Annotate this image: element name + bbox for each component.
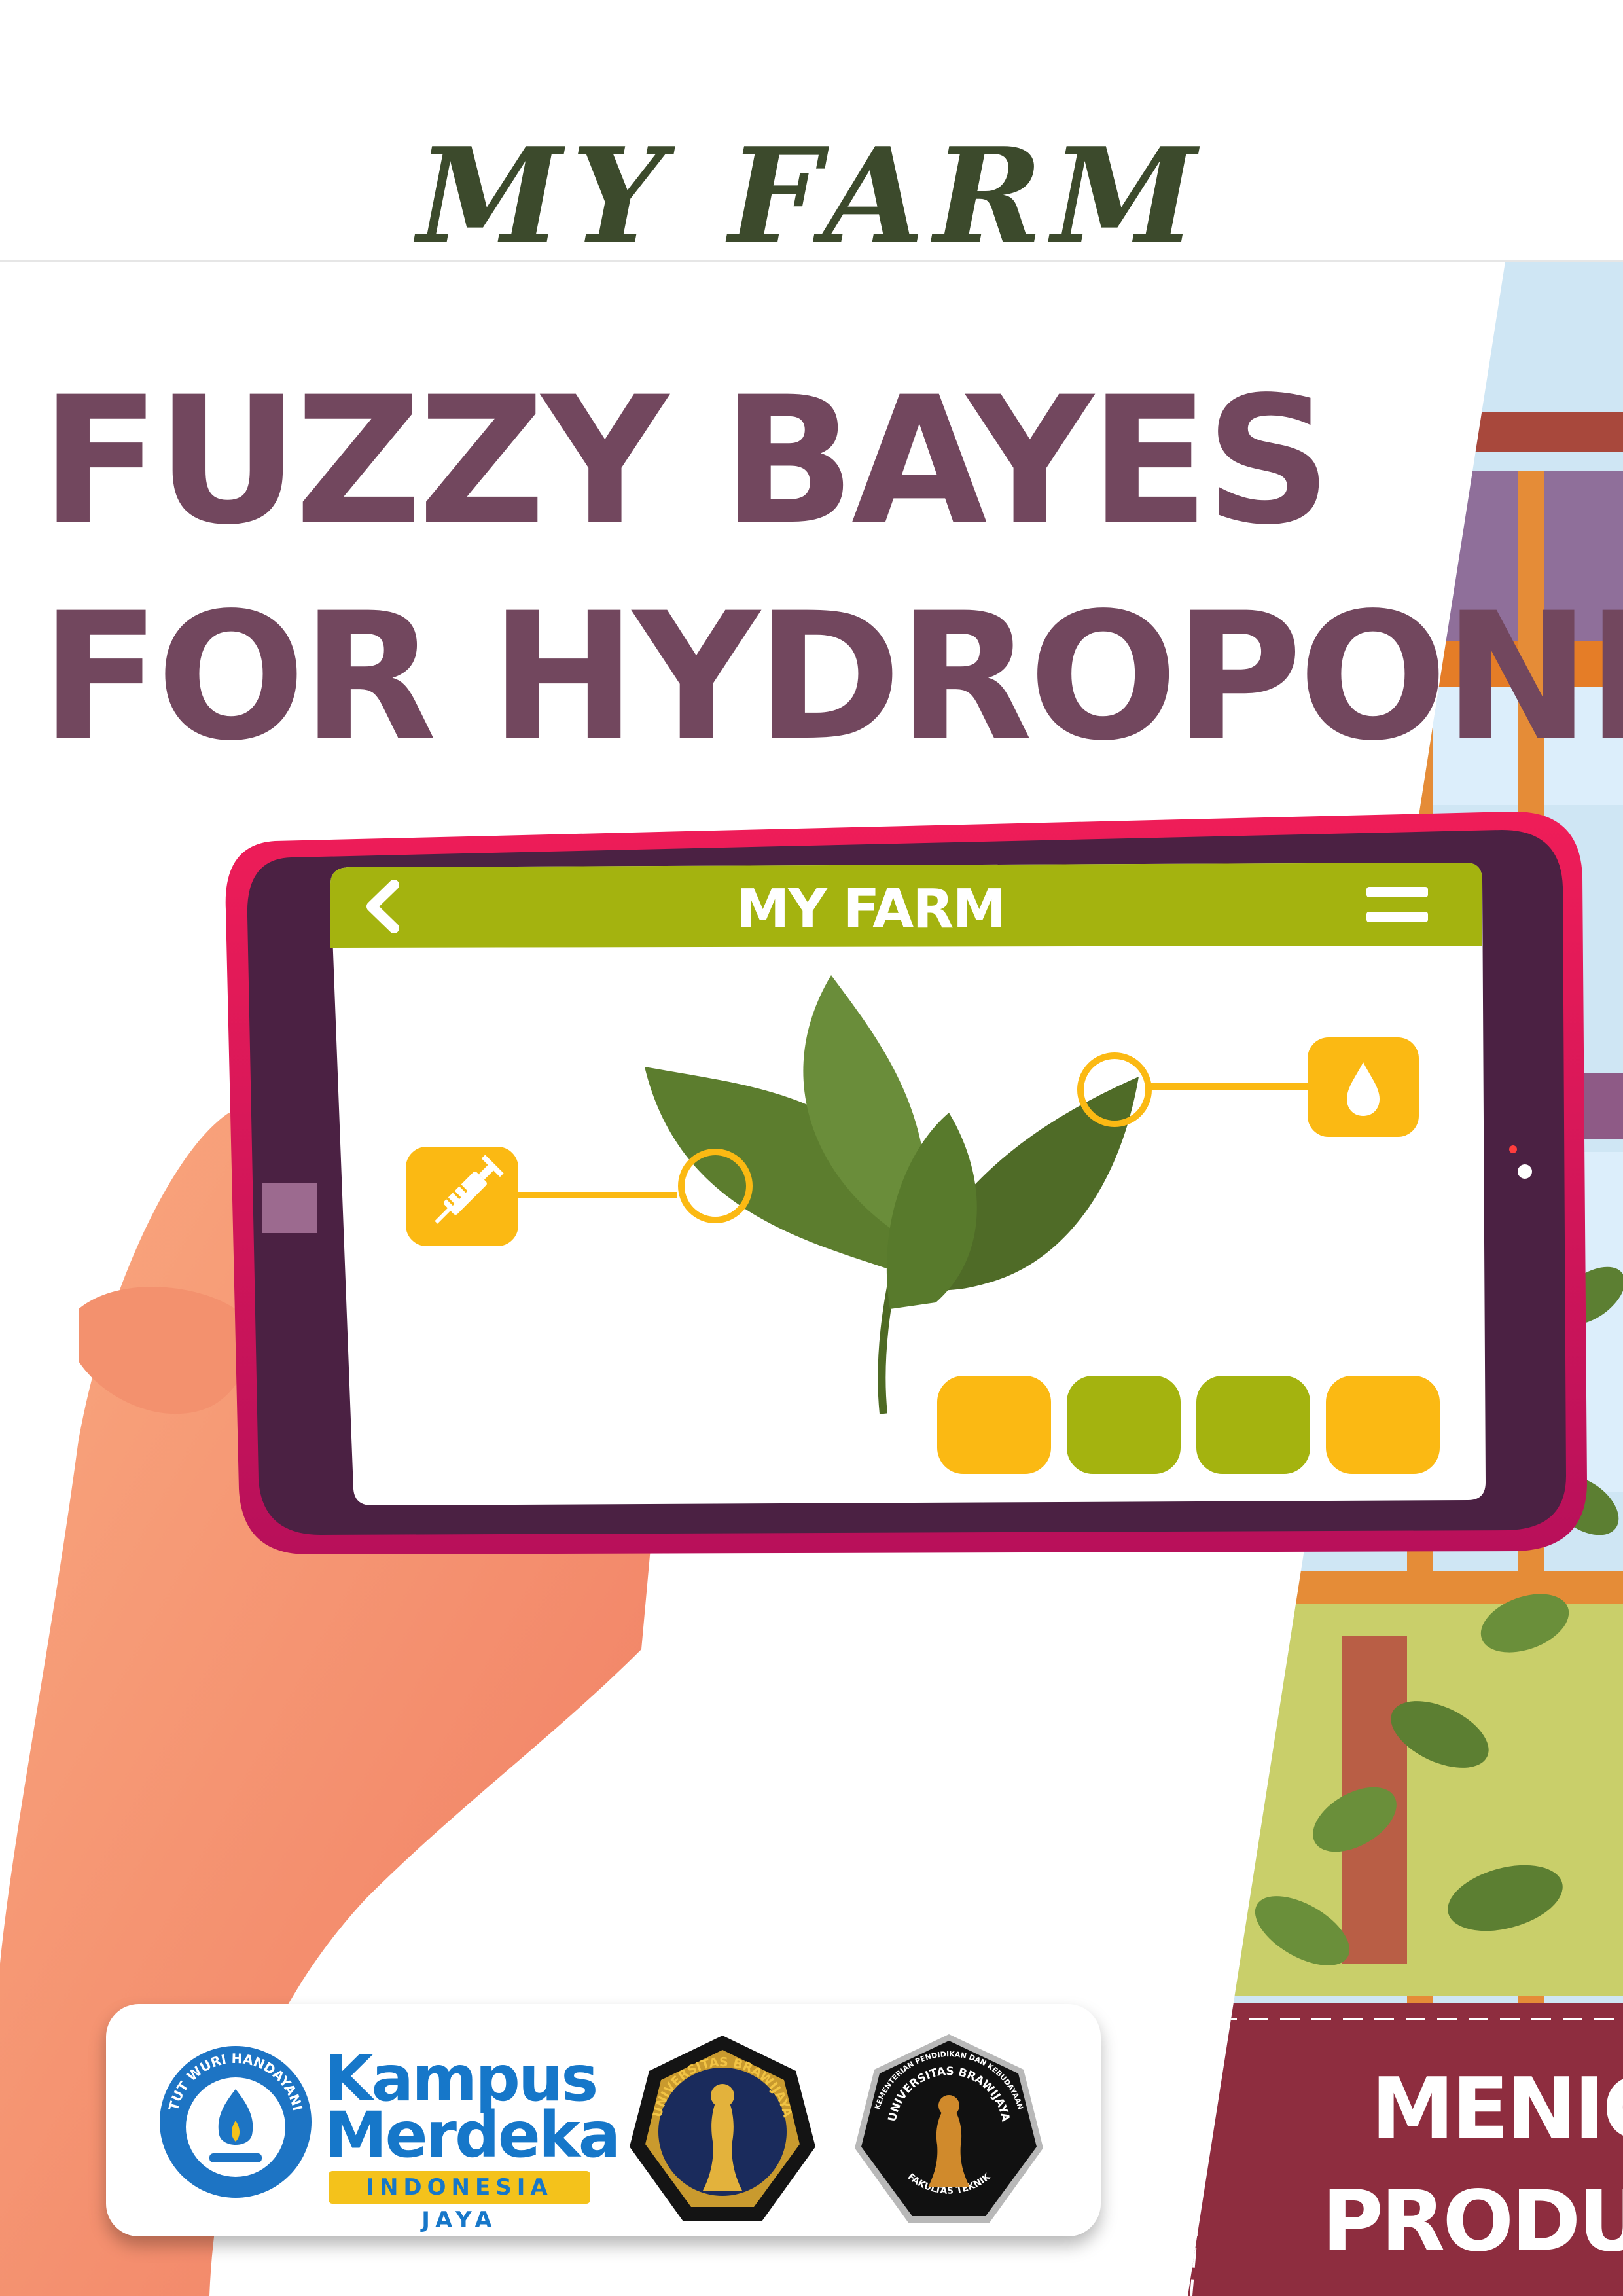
sensor-connectors <box>510 1052 1309 1223</box>
tut-wuri-handayani-logo: TUT WURI HANDAYANI <box>160 2046 312 2198</box>
status-tile[interactable] <box>1196 1376 1310 1474</box>
kampus-merdeka-line2: Merdeka <box>325 2098 620 2172</box>
app-title: MY FARM <box>736 878 1006 941</box>
water-drop-icon <box>1347 1062 1380 1116</box>
headline-line-2: FOR HYDROPONIC <box>41 575 1623 780</box>
promo-line-1: MENIGK <box>1371 2060 1623 2158</box>
status-tile[interactable] <box>1067 1376 1181 1474</box>
kampus-merdeka-line1: Kampus <box>325 2042 598 2115</box>
syringe-icon <box>435 1155 504 1224</box>
sensor-button-water[interactable] <box>1308 1037 1419 1137</box>
universitas-brawijaya-seal: UNIVERSITAS BRAWIJAYA <box>630 2036 815 2221</box>
plant-illustration <box>645 975 1139 1414</box>
status-tile[interactable] <box>1326 1376 1440 1474</box>
header-title: MY FARM <box>417 119 1206 273</box>
back-button[interactable] <box>353 870 412 942</box>
sensor-button-nutrient[interactable] <box>406 1147 518 1246</box>
kampus-merdeka-tagline: INDONESIA JAYA <box>329 2171 590 2233</box>
partner-logos-bar: TUT WURI HANDAYANI Kampus Merdeka INDONE… <box>106 2004 1101 2236</box>
headline-line-1: FUZZY BAYES <box>41 359 1332 564</box>
hand-illustration <box>0 1113 654 2296</box>
promo-line-2: PRODUK <box>1322 2173 1623 2270</box>
status-tile[interactable] <box>937 1376 1051 1474</box>
chevron-left-icon <box>366 880 399 933</box>
hamburger-menu-icon <box>1366 887 1428 922</box>
menu-button[interactable] <box>1361 880 1433 933</box>
fakultas-teknik-seal: KEMENTERIAN PENDIDIKAN DAN KEBUDAYAAN UN… <box>855 2034 1043 2223</box>
header-divider <box>0 260 1623 262</box>
